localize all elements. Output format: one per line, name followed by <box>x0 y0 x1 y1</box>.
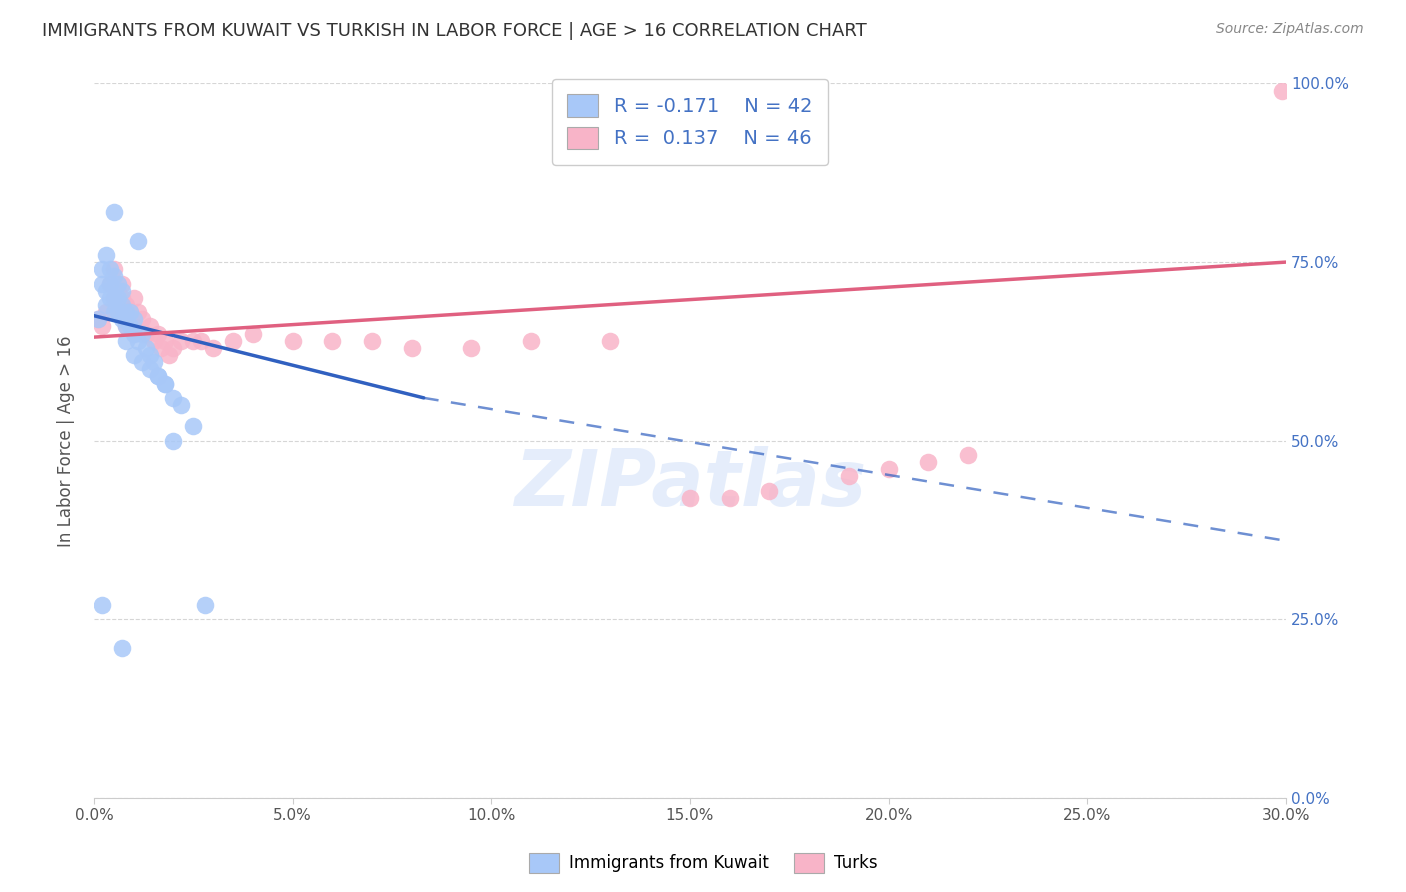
Point <box>131 312 153 326</box>
Point <box>159 348 181 362</box>
Point <box>131 326 153 341</box>
Y-axis label: In Labor Force | Age > 16: In Labor Force | Age > 16 <box>58 335 75 547</box>
Point <box>281 334 304 348</box>
Point <box>1271 84 1294 98</box>
Point <box>122 326 145 341</box>
Point <box>190 334 212 348</box>
Point <box>599 334 621 348</box>
Point <box>146 326 169 341</box>
Point <box>131 355 153 369</box>
Point <box>107 277 129 291</box>
Point <box>111 277 134 291</box>
Point <box>138 319 160 334</box>
Point <box>111 640 134 655</box>
Point <box>127 234 149 248</box>
Point <box>90 598 112 612</box>
Point <box>127 305 149 319</box>
Point <box>98 291 121 305</box>
Point <box>146 369 169 384</box>
Point <box>90 319 112 334</box>
Point <box>170 334 193 348</box>
Legend: R = -0.171    N = 42, R =  0.137    N = 46: R = -0.171 N = 42, R = 0.137 N = 46 <box>551 78 828 165</box>
Legend: Immigrants from Kuwait, Turks: Immigrants from Kuwait, Turks <box>522 847 884 880</box>
Point <box>122 319 145 334</box>
Text: IMMIGRANTS FROM KUWAIT VS TURKISH IN LABOR FORCE | AGE > 16 CORRELATION CHART: IMMIGRANTS FROM KUWAIT VS TURKISH IN LAB… <box>42 22 868 40</box>
Point <box>679 491 702 505</box>
Point <box>114 319 136 334</box>
Point <box>122 291 145 305</box>
Point <box>103 269 125 284</box>
Point <box>114 305 136 319</box>
Point <box>118 305 141 319</box>
Point <box>98 277 121 291</box>
Point <box>401 341 423 355</box>
Point <box>103 291 125 305</box>
Point <box>114 334 136 348</box>
Point <box>98 262 121 277</box>
Point <box>107 305 129 319</box>
Point <box>838 469 860 483</box>
Point <box>170 398 193 412</box>
Point <box>155 334 177 348</box>
Point <box>127 334 149 348</box>
Point <box>361 334 384 348</box>
Point <box>98 277 121 291</box>
Point <box>162 341 184 355</box>
Point <box>87 312 110 326</box>
Point <box>122 348 145 362</box>
Point <box>142 334 165 348</box>
Point <box>718 491 741 505</box>
Point <box>103 291 125 305</box>
Text: Source: ZipAtlas.com: Source: ZipAtlas.com <box>1216 22 1364 37</box>
Point <box>321 334 343 348</box>
Point <box>107 284 129 298</box>
Point <box>118 319 141 334</box>
Point <box>155 376 177 391</box>
Point <box>90 262 112 277</box>
Point <box>111 291 134 305</box>
Point <box>122 312 145 326</box>
Point <box>194 598 217 612</box>
Point <box>181 334 204 348</box>
Point <box>87 312 110 326</box>
Point <box>957 448 980 462</box>
Point <box>114 319 136 334</box>
Point <box>94 305 117 319</box>
Point <box>242 326 264 341</box>
Point <box>94 284 117 298</box>
Point <box>162 391 184 405</box>
Point <box>460 341 482 355</box>
Point <box>181 419 204 434</box>
Point <box>155 376 177 391</box>
Point <box>107 291 129 305</box>
Point <box>138 362 160 376</box>
Point <box>103 262 125 277</box>
Point <box>135 341 157 355</box>
Point <box>758 483 780 498</box>
Point <box>150 341 173 355</box>
Point <box>107 305 129 319</box>
Point <box>111 298 134 312</box>
Point <box>90 277 112 291</box>
Point <box>138 348 160 362</box>
Point <box>94 248 117 262</box>
Point <box>114 298 136 312</box>
Point <box>877 462 900 476</box>
Point <box>142 355 165 369</box>
Point <box>162 434 184 448</box>
Point <box>202 341 225 355</box>
Point <box>103 205 125 219</box>
Point <box>146 369 169 384</box>
Point <box>94 298 117 312</box>
Point <box>520 334 543 348</box>
Point <box>135 326 157 341</box>
Point <box>111 312 134 326</box>
Point <box>222 334 245 348</box>
Text: ZIPatlas: ZIPatlas <box>513 446 866 522</box>
Point <box>103 305 125 319</box>
Point <box>111 284 134 298</box>
Point <box>917 455 939 469</box>
Point <box>118 305 141 319</box>
